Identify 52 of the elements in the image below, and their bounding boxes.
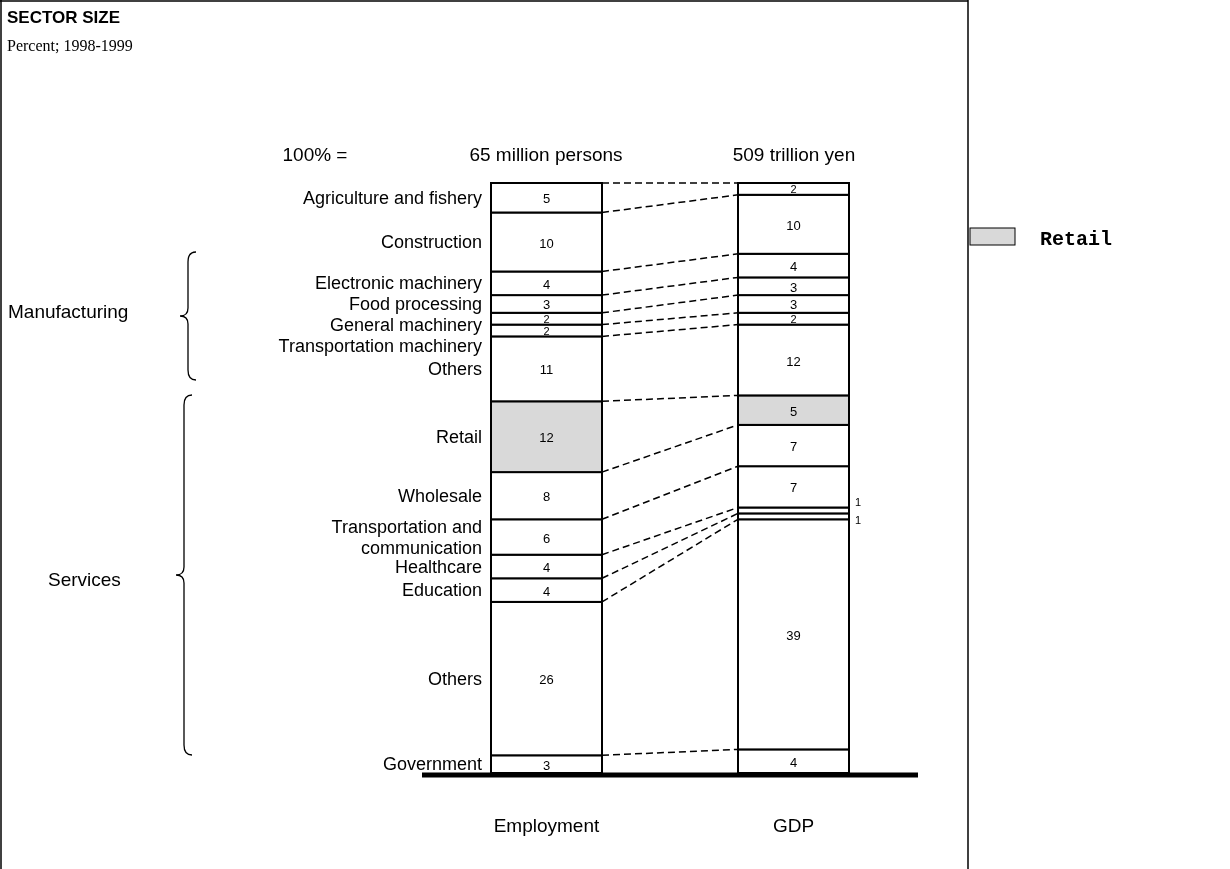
series-label: Wholesale <box>397 485 482 506</box>
data-label: 11 <box>539 362 554 378</box>
data-label: 4 <box>789 754 798 770</box>
series-label: Transportation and communication <box>331 517 482 558</box>
data-label: 2 <box>790 183 797 196</box>
series-label: Agriculture and fishery <box>302 187 482 208</box>
series-label: Healthcare <box>394 556 482 577</box>
data-label: 7 <box>789 439 798 455</box>
data-label: 3 <box>542 297 551 313</box>
text: Services <box>48 569 121 590</box>
text: Percent; 1998-1999 <box>7 37 133 54</box>
data-label: 4 <box>542 583 551 599</box>
text: 65 million persons <box>469 144 623 165</box>
data-label: 2 <box>543 325 550 337</box>
data-label: 10 <box>786 217 801 233</box>
data-label: 5 <box>542 191 551 207</box>
data-label: 6 <box>542 530 551 546</box>
data-label: 4 <box>542 560 551 575</box>
text: SECTOR SIZE <box>7 8 121 27</box>
legend-label: Retail <box>1040 228 1113 251</box>
series-label: Education <box>401 580 482 601</box>
data-label: 12 <box>786 353 801 369</box>
x-tick-label: Employment <box>493 815 601 836</box>
series-label: Food processing <box>348 294 482 315</box>
data-label: 10 <box>539 235 554 251</box>
data-label: 12 <box>539 430 554 446</box>
text: 100% = <box>282 144 348 165</box>
data-label: 3 <box>542 757 551 773</box>
data-label: 39 <box>786 627 801 643</box>
series-label: Electronic machinery <box>314 273 482 294</box>
series-label: Transportation machinery <box>278 336 482 357</box>
data-label: 3 <box>789 297 798 313</box>
data-label: 3 <box>789 279 798 295</box>
data-label: 4 <box>789 259 798 275</box>
series-label: Others <box>427 358 482 379</box>
x-tick-label: GDP <box>772 815 815 836</box>
text: Retail <box>435 426 482 447</box>
data-label: 5 <box>789 403 798 419</box>
data-label: 4 <box>542 276 551 292</box>
series-label: General machinery <box>329 315 482 336</box>
data-label: 8 <box>542 489 551 505</box>
series-label: Others <box>427 668 482 689</box>
data-label: 26 <box>539 672 554 688</box>
series-label: Government <box>382 754 482 775</box>
data-label: 1 <box>855 514 862 527</box>
data-label: 2 <box>790 313 797 326</box>
data-label: 2 <box>543 313 550 326</box>
text: Manufacturing <box>8 301 129 322</box>
data-label: 7 <box>789 480 798 496</box>
series-label: Construction <box>380 232 482 252</box>
text: 509 trillion yen <box>732 144 856 165</box>
data-label: 1 <box>855 496 862 509</box>
